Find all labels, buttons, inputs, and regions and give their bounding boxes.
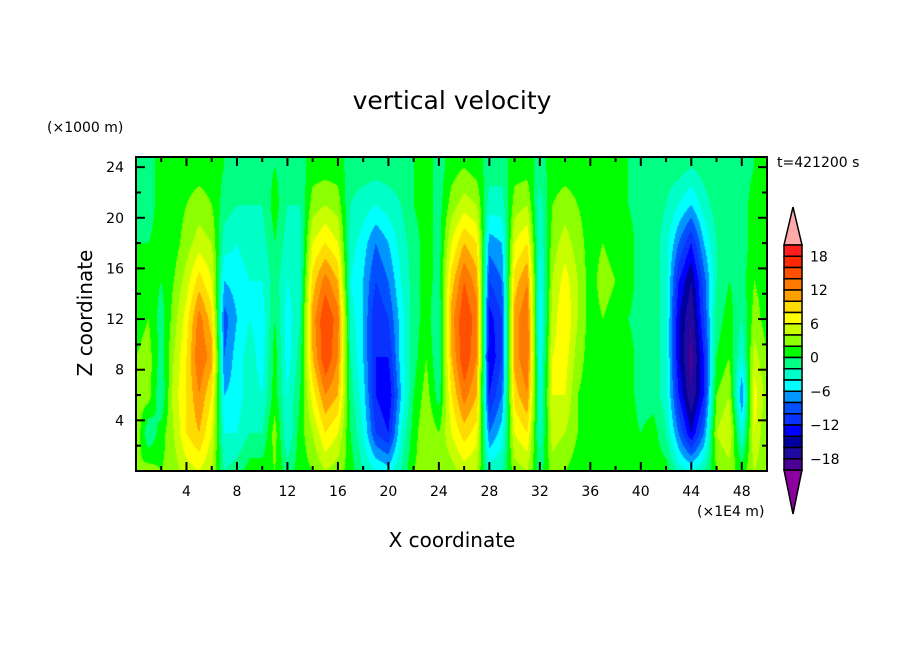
y-tick-label: 8 [115, 363, 124, 379]
colorbar-label: 0 [810, 351, 819, 367]
colorbar-box [783, 255, 803, 269]
y-tick-label: 16 [106, 261, 124, 277]
colorbar-box [783, 390, 803, 404]
colorbar-box [783, 356, 803, 370]
x-tick-label: 4 [182, 484, 191, 500]
colorbar-box [783, 289, 803, 302]
colorbar-box [783, 244, 803, 257]
y-axis-unit: (×1000 m) [47, 120, 124, 136]
x-tick-label: 8 [232, 484, 241, 500]
colorbar-box [783, 266, 803, 280]
y-tick-label: 24 [106, 160, 124, 176]
y-tick-label: 4 [115, 413, 124, 429]
colorbar-label: 12 [810, 283, 828, 299]
x-tick-label: 36 [581, 484, 599, 500]
colorbar-box [783, 278, 803, 291]
x-tick-label: 44 [682, 484, 700, 500]
colorbar-box [783, 446, 803, 460]
heatmap-field [136, 157, 767, 471]
colorbar-box [783, 401, 803, 415]
y-tick-label: 12 [106, 312, 124, 328]
colorbar-label: −12 [810, 418, 840, 434]
x-tick-label: 24 [430, 484, 448, 500]
chart-title: vertical velocity [352, 86, 552, 115]
x-tick-label: 28 [480, 484, 498, 500]
x-axis-label: X coordinate [388, 528, 516, 552]
x-tick-label: 16 [329, 484, 347, 500]
x-tick-label: 20 [379, 484, 397, 500]
colorbar-box [783, 323, 803, 336]
colorbar-over-triangle [783, 206, 803, 246]
x-tick-label: 12 [279, 484, 297, 500]
colorbar-box [783, 424, 803, 437]
time-annotation: t=421200 s [777, 155, 860, 171]
colorbar-box [783, 413, 803, 426]
colorbar-box [783, 368, 803, 381]
colorbar-under-triangle [783, 469, 803, 515]
colorbar-box [783, 458, 803, 471]
colorbar-box [783, 435, 803, 449]
colorbar-box [783, 300, 803, 314]
colorbar-box [783, 379, 803, 392]
colorbar-label: −6 [810, 384, 831, 400]
colorbar-box [783, 311, 803, 325]
x-tick-label: 48 [733, 484, 751, 500]
colorbar-label: −18 [810, 452, 840, 468]
colorbar-box [783, 334, 803, 347]
y-tick-label: 20 [106, 211, 124, 227]
plot-frame [135, 156, 768, 472]
colorbar-box [783, 345, 803, 359]
x-tick-label: 40 [632, 484, 650, 500]
x-tick-label: 32 [531, 484, 549, 500]
colorbar-label: 18 [810, 249, 828, 265]
colorbar-label: 6 [810, 317, 819, 333]
x-axis-unit: (×1E4 m) [697, 504, 765, 520]
